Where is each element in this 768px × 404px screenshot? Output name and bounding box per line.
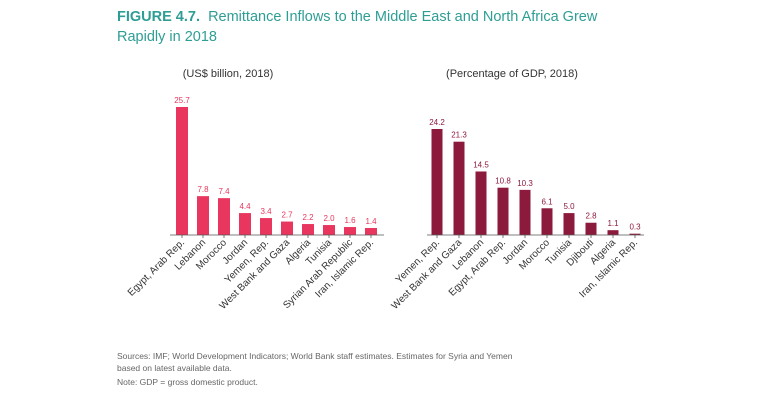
bar — [497, 187, 509, 235]
bar — [176, 107, 188, 235]
value-label: 4.4 — [239, 202, 251, 211]
value-label: 0.3 — [629, 223, 641, 232]
chart-subtitle: (US$ billion, 2018) — [183, 68, 274, 80]
value-label: 3.4 — [260, 207, 272, 216]
figure-title: FIGURE 4.7. Remittance Inflows to the Mi… — [117, 7, 632, 47]
bar — [475, 171, 487, 235]
bar — [197, 196, 209, 235]
value-label: 24.2 — [429, 118, 445, 127]
value-label: 7.8 — [197, 185, 209, 194]
value-label: 1.1 — [607, 219, 619, 228]
chart-subtitle: (Percentage of GDP, 2018) — [446, 68, 578, 80]
value-label: 7.4 — [218, 187, 230, 196]
bar — [607, 230, 619, 235]
note: Note: GDP = gross domestic product. — [117, 377, 258, 387]
bar — [453, 141, 465, 235]
value-label: 1.4 — [365, 217, 377, 226]
value-label: 1.6 — [344, 216, 356, 225]
value-label: 25.7 — [174, 96, 190, 105]
bar — [344, 227, 356, 235]
value-label: 10.3 — [517, 179, 533, 188]
bar — [323, 225, 335, 235]
bar — [519, 189, 531, 235]
value-label: 5.0 — [563, 202, 575, 211]
source-line: Sources: IMF; World Development Indicato… — [117, 351, 513, 361]
source-line: based on latest available data. — [117, 363, 232, 373]
value-label: 2.8 — [585, 212, 597, 221]
value-label: 21.3 — [451, 131, 467, 140]
bar — [541, 208, 553, 235]
bar — [260, 218, 272, 235]
bar — [239, 213, 251, 235]
bar — [302, 224, 314, 235]
bar — [281, 221, 293, 235]
bar — [218, 198, 230, 235]
bar — [629, 233, 641, 235]
bar — [365, 228, 377, 235]
figure-title-text: Remittance Inflows to the Middle East an… — [117, 9, 598, 45]
value-label: 2.0 — [323, 214, 335, 223]
figure-label: FIGURE 4.7. — [117, 9, 200, 25]
value-label: 2.7 — [281, 211, 293, 220]
value-label: 14.5 — [473, 160, 489, 169]
bar — [585, 222, 597, 235]
value-label: 6.1 — [541, 197, 553, 206]
bar — [431, 129, 443, 235]
bar — [563, 213, 575, 235]
value-label: 10.8 — [495, 177, 511, 186]
value-label: 2.2 — [302, 213, 314, 222]
